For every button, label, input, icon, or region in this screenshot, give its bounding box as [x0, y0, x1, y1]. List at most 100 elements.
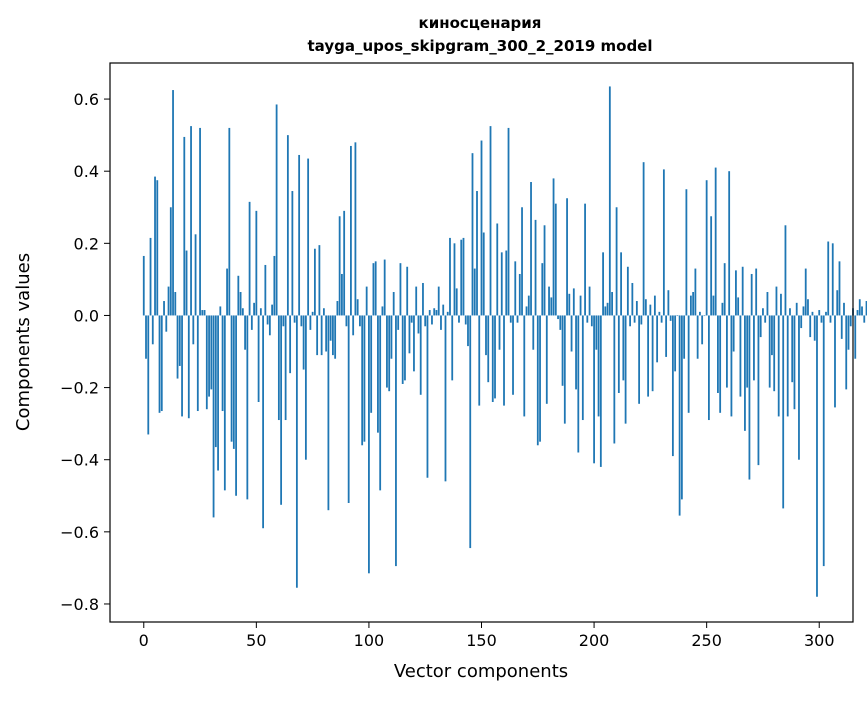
- bar: [818, 310, 821, 316]
- bar: [286, 135, 289, 316]
- bar: [759, 315, 762, 338]
- bar: [575, 315, 577, 390]
- bar: [237, 275, 240, 316]
- bar: [345, 315, 348, 327]
- bar: [649, 304, 652, 316]
- bar: [194, 234, 197, 316]
- bar: [284, 315, 287, 421]
- bar: [451, 315, 454, 381]
- bar: [728, 171, 731, 316]
- bar: [440, 315, 442, 330]
- bar: [505, 250, 508, 316]
- bar: [151, 315, 154, 345]
- bar: [624, 315, 627, 424]
- y-tick-label: −0.4: [60, 451, 99, 470]
- bar: [847, 315, 850, 350]
- bar: [214, 315, 217, 448]
- bar: [622, 315, 625, 381]
- bar: [291, 191, 294, 316]
- x-tick-label: 300: [804, 631, 835, 650]
- bar: [280, 315, 283, 505]
- bar: [368, 315, 370, 574]
- bar: [735, 270, 737, 316]
- bar: [829, 315, 832, 323]
- bar: [674, 315, 677, 372]
- bar: [185, 250, 188, 316]
- bar: [635, 301, 638, 316]
- bar: [244, 315, 246, 350]
- bar: [719, 315, 722, 413]
- bar: [282, 315, 285, 327]
- bar: [744, 315, 746, 431]
- bar: [277, 315, 280, 421]
- x-tick-label: 0: [139, 631, 149, 650]
- bar: [491, 315, 494, 402]
- bar: [834, 315, 836, 408]
- bar: [561, 315, 564, 386]
- bar: [525, 306, 528, 316]
- bar: [703, 315, 706, 317]
- bar: [858, 299, 861, 316]
- bar: [579, 295, 582, 316]
- bar: [498, 315, 501, 350]
- bar: [158, 315, 161, 413]
- bar: [705, 180, 708, 316]
- bar: [250, 315, 253, 330]
- bar: [354, 142, 357, 316]
- bar: [311, 311, 314, 316]
- bar: [264, 264, 267, 316]
- bar: [176, 315, 179, 379]
- bar: [336, 301, 339, 316]
- x-tick-label: 200: [579, 631, 610, 650]
- bar: [865, 301, 867, 316]
- bar: [174, 292, 177, 316]
- bar: [626, 266, 629, 316]
- bar: [687, 315, 690, 413]
- bar: [433, 308, 436, 316]
- bar: [350, 145, 352, 316]
- bar: [602, 252, 604, 316]
- bar: [462, 237, 465, 316]
- bar: [203, 310, 206, 316]
- y-tick-label: 0.0: [74, 306, 99, 325]
- bar: [208, 315, 210, 397]
- bar: [255, 210, 258, 316]
- bar: [791, 315, 794, 383]
- bar: [341, 273, 343, 316]
- bar: [271, 304, 274, 316]
- bar: [512, 315, 514, 395]
- bar: [478, 315, 481, 406]
- bar: [390, 315, 393, 359]
- bar: [163, 301, 165, 316]
- bar: [156, 180, 159, 316]
- bar: [343, 210, 346, 316]
- bar: [789, 308, 791, 316]
- bar: [678, 315, 681, 516]
- bar: [798, 315, 800, 460]
- bar: [413, 315, 415, 372]
- bar: [347, 315, 350, 503]
- bar: [165, 315, 168, 332]
- bar: [169, 207, 172, 316]
- bar: [381, 306, 384, 316]
- bar: [680, 315, 683, 500]
- bar: [428, 310, 431, 316]
- bar: [800, 315, 803, 329]
- bar: [183, 136, 186, 316]
- bar: [581, 315, 584, 421]
- bar: [142, 255, 145, 316]
- bar: [205, 315, 208, 410]
- x-tick-label: 50: [246, 631, 266, 650]
- bar: [532, 315, 535, 350]
- bar: [145, 315, 147, 359]
- bar: [633, 315, 636, 323]
- chart-title-line-2: tayga_upos_skipgram_300_2_2019 model: [308, 37, 653, 55]
- bar: [489, 126, 492, 316]
- y-tick-label: 0.4: [74, 162, 99, 181]
- bar: [536, 315, 539, 446]
- bar: [775, 286, 778, 316]
- bar: [836, 290, 839, 316]
- bar: [539, 315, 541, 442]
